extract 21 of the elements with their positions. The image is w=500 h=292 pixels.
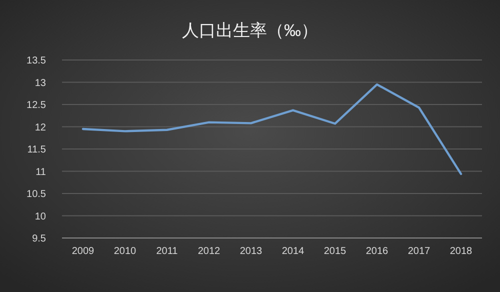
y-tick-label: 13 xyxy=(34,78,46,89)
line-series xyxy=(82,83,462,176)
x-tick-label: 2010 xyxy=(114,246,137,257)
y-tick-label: 12.5 xyxy=(26,100,46,111)
x-tick-label: 2014 xyxy=(282,246,305,257)
y-tick-label: 10 xyxy=(34,211,46,222)
x-tick-label: 2012 xyxy=(198,246,221,257)
y-tick-label: 10.5 xyxy=(26,189,46,200)
y-tick-label: 11.5 xyxy=(27,144,46,156)
x-tick-label: 2018 xyxy=(450,246,473,257)
y-tick-label: 13.5 xyxy=(26,56,46,66)
x-tick-label: 2011 xyxy=(156,246,178,257)
x-tick-label: 2016 xyxy=(366,246,389,257)
x-tick-label: 2013 xyxy=(240,246,263,257)
y-tick-label: 11 xyxy=(36,166,46,178)
y-tick-label: 9.5 xyxy=(32,234,46,244)
chart-title: 人口出生率（‰） xyxy=(182,21,318,40)
x-tick-label: 2017 xyxy=(408,246,431,257)
x-tick-label: 2009 xyxy=(72,246,95,257)
x-tick-label: 2015 xyxy=(324,246,347,257)
y-tick-label: 12 xyxy=(34,122,46,134)
